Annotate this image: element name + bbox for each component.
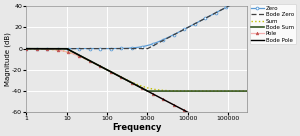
Bode Pole	[109, 71, 113, 73]
Bode Zero	[119, 48, 122, 50]
Bode Zero	[109, 48, 113, 50]
Bode Sum	[119, 76, 122, 78]
Zero	[50, 48, 53, 50]
Pole	[218, 128, 221, 130]
Pole	[50, 49, 53, 50]
Zero	[25, 48, 28, 50]
Bode Zero	[63, 48, 67, 50]
Bode Pole	[50, 48, 53, 50]
Bode Sum	[25, 48, 28, 50]
Line: Bode Zero: Bode Zero	[26, 0, 248, 49]
Bode Pole	[63, 48, 67, 50]
Sum	[241, 90, 245, 92]
Zero	[63, 48, 67, 50]
Y-axis label: Magnitude (dB): Magnitude (dB)	[4, 32, 11, 86]
Pole	[25, 48, 28, 50]
Bode Pole	[25, 48, 28, 50]
Sum	[119, 76, 122, 78]
Sum	[218, 90, 221, 92]
Sum	[25, 48, 28, 50]
Pole	[63, 51, 67, 52]
Bode Sum	[109, 71, 113, 73]
Sum	[109, 71, 113, 73]
Bode Sum	[242, 90, 245, 92]
Bode Pole	[119, 76, 122, 78]
Zero	[119, 48, 122, 49]
Bode Sum	[63, 48, 67, 50]
Line: Bode Sum: Bode Sum	[26, 49, 248, 91]
Line: Sum: Sum	[26, 49, 248, 91]
Bode Sum	[146, 90, 149, 92]
Pole	[109, 71, 113, 73]
Line: Pole: Pole	[25, 47, 249, 136]
Sum	[50, 49, 53, 50]
Bode Sum	[246, 90, 249, 92]
Line: Zero: Zero	[25, 0, 249, 50]
Sum	[63, 51, 67, 52]
Bode Zero	[25, 48, 28, 50]
Bode Zero	[218, 10, 221, 12]
Bode Zero	[50, 48, 53, 50]
Bode Sum	[50, 48, 53, 50]
Legend: Zero, Bode Zero, Sum, Bode Sum, Pole, Bode Pole: Zero, Bode Zero, Sum, Bode Sum, Pole, Bo…	[250, 4, 296, 44]
X-axis label: Frequency: Frequency	[112, 123, 162, 132]
Bode Pole	[218, 128, 221, 130]
Zero	[109, 48, 113, 49]
Line: Bode Pole: Bode Pole	[26, 49, 248, 136]
Zero	[218, 10, 221, 12]
Pole	[119, 76, 122, 78]
Bode Sum	[218, 90, 221, 92]
Sum	[246, 90, 249, 92]
